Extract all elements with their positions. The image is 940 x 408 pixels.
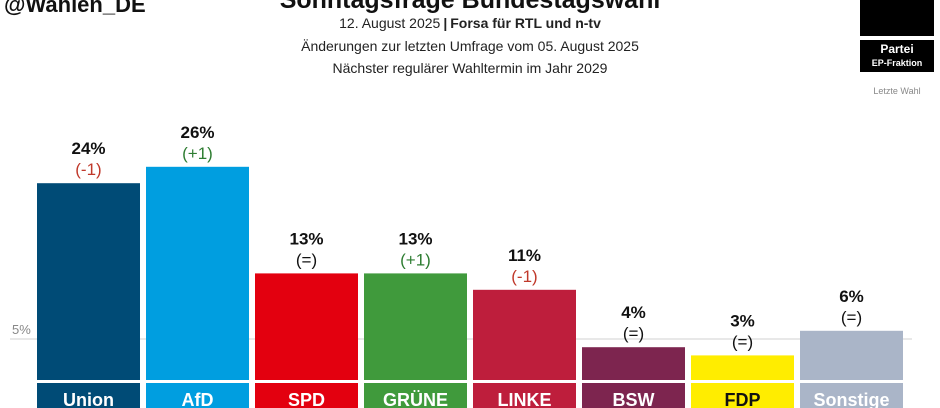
category-label-bg-5 <box>582 383 685 408</box>
value-label-0: 24% <box>71 139 105 158</box>
change-note: Änderungen zur letzten Umfrage vom 05. A… <box>301 38 639 54</box>
change-label-0: (-1) <box>75 160 101 179</box>
change-label-6: (=) <box>732 332 753 351</box>
legend-ep-group: EP-Fraktion <box>871 58 923 68</box>
category-label-bg-0 <box>37 383 140 408</box>
legend-party-label: Partei EP-Fraktion <box>860 40 934 72</box>
value-label-4: 11% <box>508 246 541 265</box>
reference-line-label: 5% <box>12 322 31 337</box>
category-label-6: FDP <box>725 390 761 408</box>
change-label-2: (=) <box>296 250 317 269</box>
category-label-bg-4 <box>473 383 576 408</box>
subtitle-separator: | <box>443 15 448 31</box>
chart-title: Sonntagsfrage Bundestagswahl <box>279 0 661 14</box>
value-label-7: 6% <box>839 287 864 306</box>
next-election-note: Nächster regulärer Wahltermin im Jahr 20… <box>332 60 608 76</box>
change-label-7: (=) <box>841 308 862 327</box>
bar-7 <box>800 330 903 380</box>
category-label-5: BSW <box>613 390 655 408</box>
bar-5 <box>582 347 685 380</box>
account-handle: @Wahlen_DE <box>4 0 146 17</box>
legend-party: Partei <box>880 42 914 56</box>
change-label-1: (+1) <box>182 144 213 163</box>
category-label-4: LINKE <box>498 390 552 408</box>
category-label-bg-7 <box>800 383 903 408</box>
poll-source: Forsa für RTL und n-tv <box>450 15 601 31</box>
value-label-3: 13% <box>398 229 432 248</box>
value-label-2: 13% <box>289 229 323 248</box>
category-label-1: AfD <box>182 390 214 408</box>
change-label-3: (+1) <box>400 250 431 269</box>
bar-1 <box>146 166 249 380</box>
value-label-6: 3% <box>730 311 755 330</box>
legend-swatch <box>860 0 934 36</box>
bar-6 <box>691 355 794 380</box>
value-label-1: 26% <box>180 123 214 142</box>
subtitle-date-source: 12. August 2025 | Forsa für RTL und n-tv <box>170 15 770 31</box>
value-label-5: 4% <box>621 303 646 322</box>
category-label-7: Sonstige <box>813 390 889 408</box>
category-label-bg-3 <box>364 383 467 408</box>
change-label-4: (-1) <box>511 267 537 286</box>
category-label-bg-2 <box>255 383 358 408</box>
bar-0 <box>37 183 140 380</box>
category-label-bg-1 <box>146 383 249 408</box>
bar-4 <box>473 289 576 380</box>
category-label-2: SPD <box>288 390 325 408</box>
category-label-bg-6 <box>691 383 794 408</box>
bar-3 <box>364 273 467 380</box>
bar-2 <box>255 273 358 380</box>
poll-date: 12. August 2025 <box>339 15 441 31</box>
legend-last-election: Letzte Wahl <box>873 86 921 96</box>
change-label-5: (=) <box>623 324 644 343</box>
category-label-0: Union <box>63 390 114 408</box>
category-label-3: GRÜNE <box>383 390 448 408</box>
